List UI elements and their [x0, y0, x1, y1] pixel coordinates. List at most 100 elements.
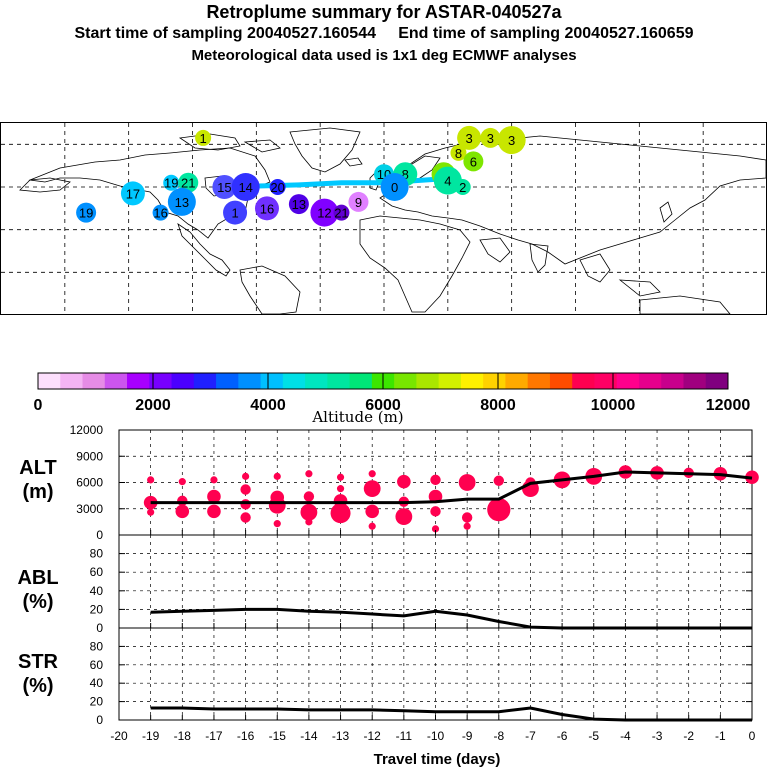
- colorbar-cell: [705, 373, 729, 389]
- altitude-cluster-dot: [368, 470, 376, 478]
- plume-point: [380, 173, 409, 201]
- x-tick-label: -14: [300, 729, 318, 743]
- colorbar-cell: [104, 373, 128, 389]
- colorbar-cell: [527, 373, 551, 389]
- plume-point: [120, 181, 145, 206]
- altitude-cluster-dot: [273, 472, 281, 480]
- altitude-cluster-dot: [336, 485, 345, 493]
- altitude-cluster-dot: [336, 473, 345, 481]
- abl-panel: 0 20 40 60 80: [90, 534, 753, 635]
- altitude-cluster-dot: [430, 506, 441, 517]
- plume-point: [480, 127, 501, 148]
- x-tick-label: 0: [749, 729, 756, 743]
- colorbar-cell: [216, 373, 239, 389]
- altitude-cluster-dot: [240, 512, 251, 523]
- plume-point: [497, 126, 526, 155]
- altitude-cluster-dot: [300, 503, 318, 521]
- altitude-cluster-dot: [207, 504, 221, 519]
- plume-point: [223, 200, 248, 225]
- y-tick-label: 0: [96, 621, 103, 635]
- plume-point-label: 14: [238, 180, 252, 195]
- plume-point: [163, 174, 180, 191]
- altitude-cluster-dot: [461, 512, 473, 523]
- plume-point-label: 2: [459, 180, 466, 195]
- colorbar-cell: [149, 373, 173, 389]
- alt-panel-label: ALT (m): [12, 456, 64, 504]
- chart-title: Retroplume summary for ASTAR-040527a: [206, 2, 562, 22]
- altitude-cluster-dot: [365, 504, 380, 519]
- plume-point-label: 3: [508, 133, 515, 148]
- altitude-cluster-dot: [368, 522, 376, 530]
- y-tick-label: 40: [90, 676, 104, 690]
- colorbar-ticks: 0 2000 4000 6000 8000 10000 12000: [34, 373, 751, 414]
- plume-point-label: 1: [200, 131, 207, 146]
- plume-point-label: 8: [402, 167, 409, 182]
- colorbar-cell: [82, 373, 106, 389]
- colorbar-cell: [616, 373, 640, 389]
- colorbar-tick-label: 2000: [135, 397, 171, 414]
- colorbar-tick-label: 0: [34, 397, 43, 414]
- altitude-cluster-dot: [240, 499, 251, 510]
- plume-point-label: 0: [391, 180, 398, 195]
- x-tick-label: -9: [462, 729, 473, 743]
- altitude-cluster-dot: [713, 466, 728, 481]
- plume-point-label: 19: [164, 176, 178, 191]
- colorbar-cells: [38, 373, 729, 389]
- x-tick-label: -15: [269, 729, 287, 743]
- colorbar-tick-label: 10000: [591, 397, 636, 414]
- plume-point-label: 4: [444, 174, 451, 189]
- x-tick-label: -5: [588, 729, 599, 743]
- altitude-cluster-dot: [683, 467, 694, 479]
- colorbar-cell: [416, 373, 440, 389]
- series-line: [150, 470, 753, 505]
- plume-point: [333, 204, 350, 221]
- plume-point-label: 8: [455, 146, 462, 161]
- met-data-label: Meteorological data used is 1x1 deg ECMW…: [191, 47, 577, 64]
- altitude-cluster-dot: [431, 525, 440, 533]
- plume-point-label: 21: [181, 176, 195, 191]
- altitude-cluster-dot: [240, 484, 251, 495]
- plume-point-label: 17: [126, 186, 140, 201]
- plume-point: [152, 204, 169, 221]
- x-tick-label: -7: [525, 729, 536, 743]
- y-tick-label: 80: [90, 639, 104, 653]
- altitude-cluster-dot: [745, 470, 759, 485]
- altitude-cluster-dot: [242, 472, 250, 480]
- colorbar-cell: [483, 373, 506, 389]
- colorbar-cell: [638, 373, 662, 389]
- x-tick-label: -20: [110, 729, 128, 743]
- altitude-cluster-dot: [430, 474, 441, 486]
- colorbar-tick-label: 6000: [365, 397, 401, 414]
- plume-point: [288, 194, 309, 215]
- y-tick-label: 3000: [76, 502, 103, 516]
- plume-map: 1333867421080192117131619151420131612219…: [0, 122, 767, 315]
- altitude-cluster-dot: [147, 508, 155, 516]
- str-panel-label: STR (%): [12, 650, 64, 698]
- colorbar-tick-label: 12000: [706, 397, 751, 414]
- plume-point: [76, 202, 97, 223]
- colorbar-cell: [505, 373, 529, 389]
- y-tick-label: 0: [96, 713, 103, 727]
- series-line: [150, 706, 752, 722]
- x-tick-label: -3: [652, 729, 663, 743]
- series-line: [150, 607, 752, 630]
- altitude-cluster-dot: [210, 476, 218, 484]
- plume-point-label: 13: [292, 197, 306, 212]
- y-tick-label: 0: [96, 528, 103, 542]
- plume-point: [457, 125, 482, 150]
- y-tick-label: 20: [90, 602, 104, 616]
- altitude-cluster-dot: [363, 480, 381, 498]
- x-tick-label: -1: [715, 729, 726, 743]
- sampling-times: Start time of sampling 20040527.160544 E…: [0, 25, 768, 43]
- colorbar-cell: [305, 373, 328, 389]
- altitude-cluster-dot: [398, 496, 410, 507]
- altitude-cluster-dot: [458, 474, 476, 491]
- colorbar-cell: [460, 373, 484, 389]
- colorbar-cell: [127, 373, 150, 389]
- altitude-cluster-dot: [143, 495, 158, 510]
- altitude-cluster-dot: [305, 470, 313, 478]
- x-axis-label: Travel time (days): [374, 751, 501, 768]
- panel-frame: [118, 534, 753, 629]
- plume-point-label: 3: [487, 131, 494, 146]
- str-label-line2: (%): [22, 675, 54, 697]
